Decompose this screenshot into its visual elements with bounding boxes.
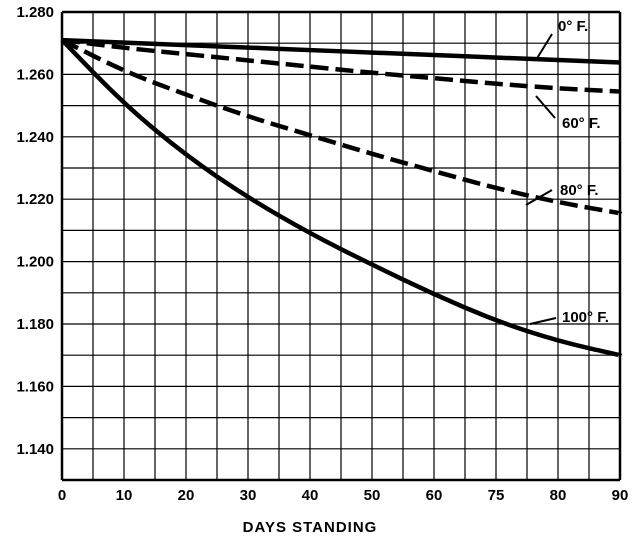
x-tick-label: 0: [58, 487, 66, 504]
x-tick-labels: 0 10 20 30 40 50 60 75 80 90: [58, 487, 629, 504]
y-tick-label: 1.240: [16, 129, 54, 146]
series-label-0: 0° F.: [558, 18, 588, 35]
y-tick-label: 1.140: [16, 441, 54, 458]
y-tick-labels: 1.280 1.260 1.240 1.220 1.200 1.180 1.160 1.140: [16, 4, 54, 458]
y-tick-label: 1.260: [16, 66, 54, 83]
x-tick-label: 90: [612, 487, 629, 504]
series-label-3: 100° F.: [562, 309, 609, 326]
series-leader-1: [535, 95, 556, 119]
series-line-0: [61, 37, 621, 65]
series-leader-3: [529, 317, 557, 325]
y-tick-label: 1.220: [16, 191, 54, 208]
series-leader-0: [535, 33, 553, 61]
series-labels: 0° F. 60° F. 80° F. 100° F.: [558, 18, 609, 326]
y-tick-label: 1.180: [16, 316, 54, 333]
x-tick-label: 50: [364, 487, 381, 504]
x-tick-label: 20: [178, 487, 195, 504]
x-tick-label: 80: [550, 487, 567, 504]
x-tick-label: 75: [488, 487, 505, 504]
x-tick-label: 40: [302, 487, 319, 504]
series-line-3: [60, 38, 621, 358]
series-label-2: 80° F.: [560, 182, 599, 199]
x-tick-label: 30: [240, 487, 257, 504]
series-leader-lines: [525, 33, 557, 325]
x-tick-label: 60: [426, 487, 443, 504]
y-tick-label: 1.200: [16, 254, 54, 271]
x-tick-label: 10: [116, 487, 133, 504]
y-tick-label: 1.160: [16, 378, 54, 395]
series-line-1: [61, 37, 621, 94]
grid: [60, 10, 622, 482]
series-label-1: 60° F.: [562, 115, 601, 132]
x-axis-label: DAYS STANDING: [243, 519, 378, 536]
y-tick-label: 1.280: [16, 4, 54, 21]
series-leader-2: [525, 189, 553, 206]
